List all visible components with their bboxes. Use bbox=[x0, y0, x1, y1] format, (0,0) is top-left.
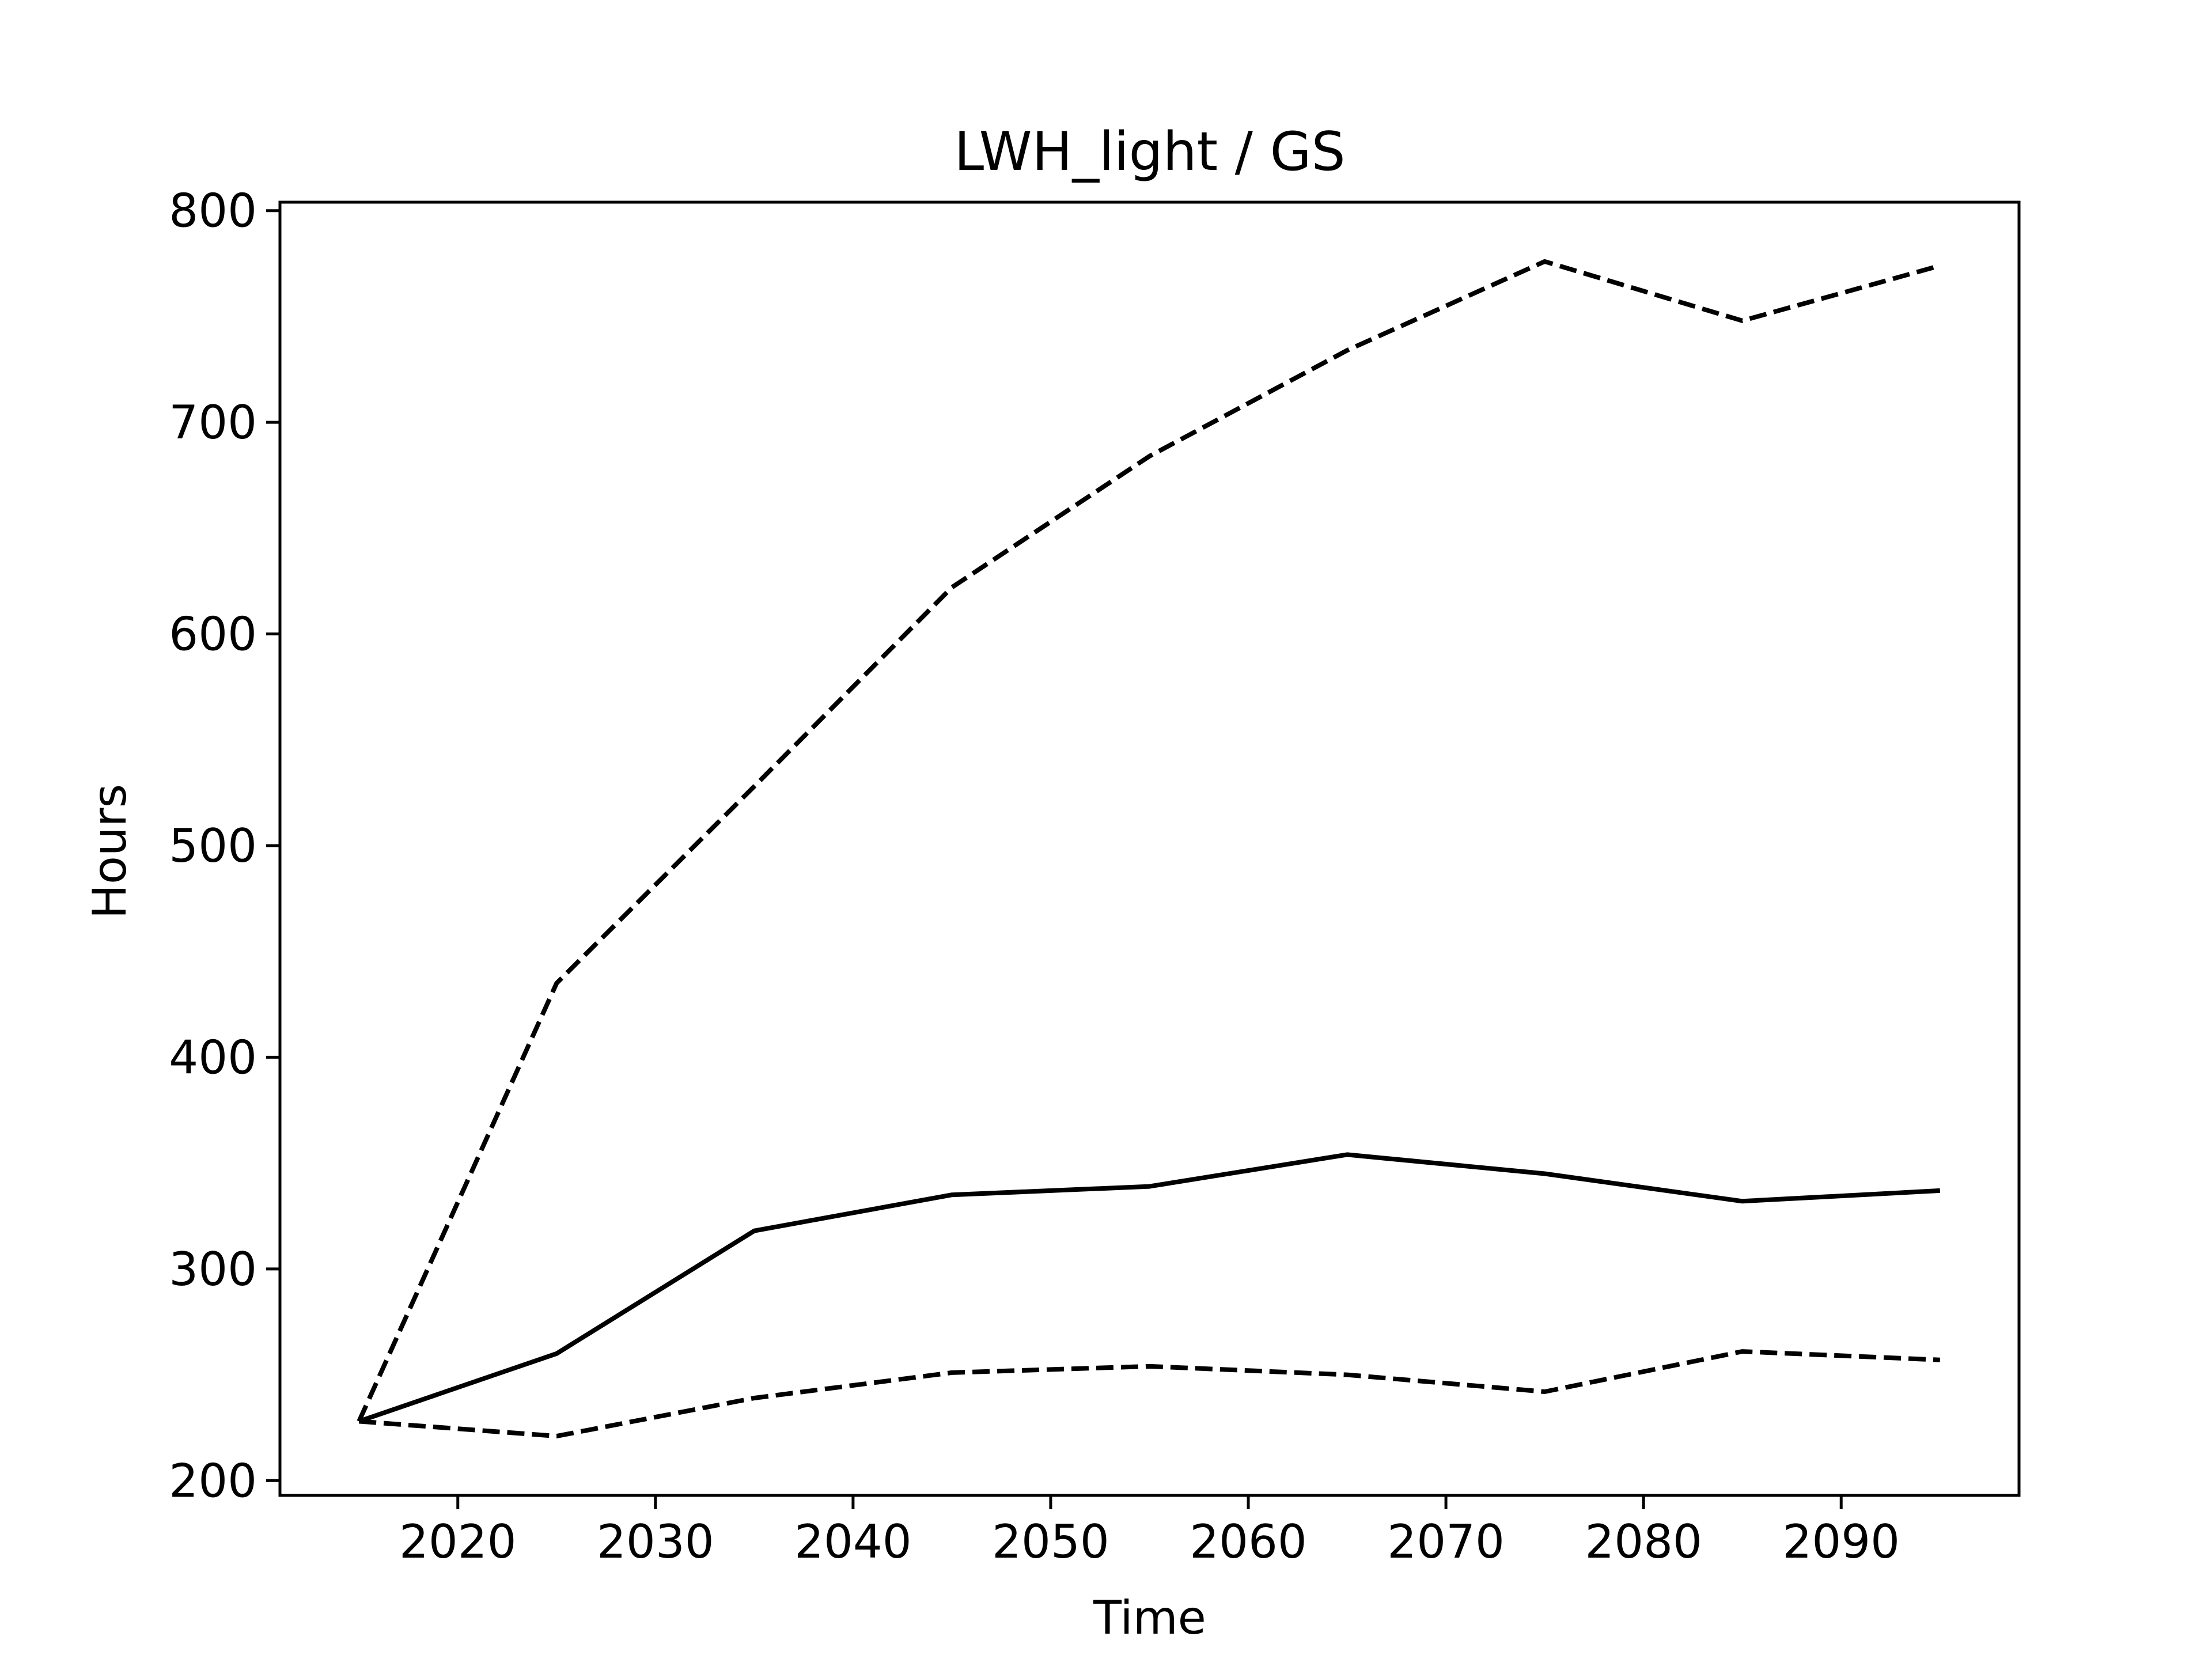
x-tick-label: 2050 bbox=[992, 1515, 1109, 1569]
x-tick-label: 2060 bbox=[1190, 1515, 1307, 1569]
y-axis-ticks: 200 300 400 500 600 700 800 bbox=[169, 184, 280, 1508]
x-tick-label: 2090 bbox=[1782, 1515, 1900, 1569]
y-tick-label: 300 bbox=[169, 1243, 257, 1296]
y-tick-label: 200 bbox=[169, 1454, 257, 1508]
median-solid-series-line bbox=[358, 1152, 1941, 1424]
x-axis-ticks: 2020 2030 2040 2050 2060 2070 2080 2090 bbox=[399, 1495, 1900, 1569]
x-axis-label: Time bbox=[1093, 1591, 1206, 1645]
y-tick-label: 700 bbox=[169, 396, 257, 449]
x-tick-label: 2030 bbox=[597, 1515, 714, 1569]
chart-title: LWH_light / GS bbox=[954, 120, 1345, 183]
x-tick-label: 2020 bbox=[399, 1515, 517, 1569]
y-tick-label: 400 bbox=[169, 1031, 257, 1084]
plot-frame bbox=[278, 200, 2021, 1497]
x-tick-label: 2080 bbox=[1585, 1515, 1702, 1569]
x-tick-label: 2070 bbox=[1387, 1515, 1505, 1569]
upper-dashed-series-line bbox=[357, 259, 1941, 1423]
x-tick-label: 2040 bbox=[794, 1515, 912, 1569]
y-tick-label: 600 bbox=[169, 608, 257, 661]
y-tick-label: 500 bbox=[169, 819, 257, 873]
lower-dashed-series-line bbox=[358, 1349, 1940, 1439]
y-tick-label: 800 bbox=[169, 184, 257, 238]
series-layer bbox=[357, 259, 1941, 1439]
y-axis-label: Hours bbox=[83, 784, 137, 919]
